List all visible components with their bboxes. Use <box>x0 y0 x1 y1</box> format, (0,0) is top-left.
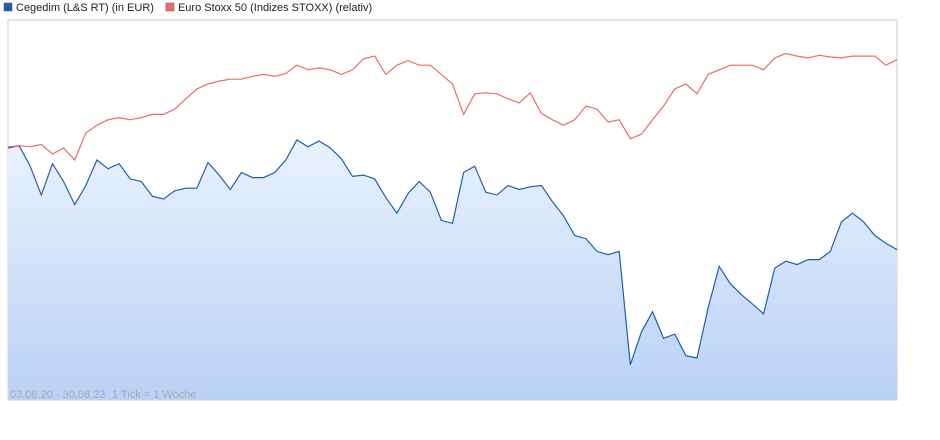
marks <box>7 52 898 400</box>
period-note: 03.08.20 - 30.08.23 <box>10 389 105 401</box>
tick-note: 1 Tick = 1 Woche <box>112 389 196 401</box>
legend-label: Cegedim (L&S RT) (in EUR) <box>16 2 154 14</box>
legend-swatch <box>3 2 13 12</box>
line <box>7 52 898 162</box>
labels: Cegedim (L&S RT) (in EUR) Euro Stoxx 50 (… <box>3 2 372 14</box>
line <box>7 139 898 365</box>
legend-swatch <box>165 2 175 12</box>
legend-label: Euro Stoxx 50 (Indizes STOXX) (relativ) <box>178 2 372 14</box>
area <box>8 139 897 400</box>
